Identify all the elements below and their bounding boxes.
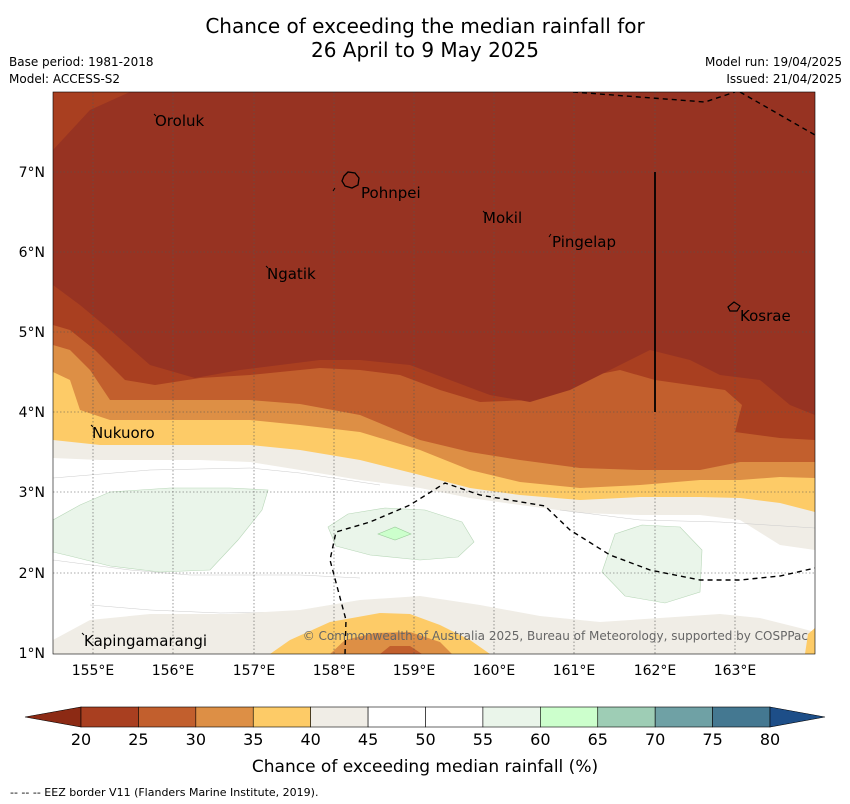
lat-tick-label: 5°N [19,325,45,341]
colorbar-swatch [540,706,599,728]
band-below-20 [53,92,815,415]
place-label-pingelap: Pingelap [552,233,616,251]
map-area: Oroluk Pohnpei Mokil Pingelap Ngatik Kos… [53,92,815,654]
lat-tick-label: 1°N [19,646,45,662]
lon-tick-label: 162°E [634,663,677,679]
lat-tick-label: 2°N [19,566,45,582]
lon-tick-label: 158°E [313,663,356,679]
lon-tick-label: 159°E [393,663,436,679]
kapingamarangi-atoll-icon [81,632,85,636]
light-green-patch [377,526,412,541]
oroluk-atoll-icon [153,113,157,117]
kosrae-island-icon [727,301,741,312]
place-label-ngatik: Ngatik [267,265,316,283]
colorbar-tick-label: 65 [588,730,608,749]
colorbar-high-extension [769,706,826,728]
lon-ticks: 155°E 156°E 157°E 158°E 159°E 160°E 161°… [72,663,757,679]
colorbar-tick-label: 70 [645,730,665,749]
meta-left: Base period: 1981-2018 Model: ACCESS-S2 [9,54,154,88]
eez-border-northeast [739,92,815,136]
lon-tick-label: 155°E [72,663,115,679]
place-label-nukuoro: Nukuoro [92,424,155,442]
colorbar-swatch [425,706,484,728]
place-label-pohnpei: Pohnpei [361,184,421,202]
colorbar-swatches [80,706,771,728]
colorbar-tick-label: 75 [702,730,722,749]
colorbar-swatch [310,706,369,728]
model-text: Model: ACCESS-S2 [9,72,121,86]
mokil-atoll-icon [482,210,486,214]
colorbar-low-extension [24,706,82,728]
nukuoro-atoll-icon [90,424,94,428]
map-title-line-2: 26 April to 9 May 2025 [311,38,539,62]
colorbar-swatch [712,706,771,728]
colorbar-swatch [252,706,311,728]
colorbar-swatch [138,706,197,728]
colorbar-swatch [597,706,656,728]
colorbar-tick-label: 80 [760,730,780,749]
lon-tick-label: 161°E [553,663,596,679]
bottom-band-30-35 [330,632,452,654]
colorbar-swatch [195,706,254,728]
bottom-right-yellow [805,628,815,654]
colorbar-swatch [654,706,713,728]
issued-text: Issued: 21/04/2025 [726,72,842,86]
colorbar-tick-label: 40 [300,730,320,749]
place-label-kapingamarangi: Kapingamarangi [84,632,207,650]
colorbar-swatch [80,706,139,728]
colorbar-tick-label: 35 [243,730,263,749]
model-run-text: Model run: 19/04/2025 [704,55,842,69]
place-label-mokil: Mokil [483,209,522,227]
eez-border-south [329,482,815,654]
lon-tick-label: 156°E [152,663,195,679]
colorbar-tick-label: 50 [415,730,435,749]
lon-tick-label: 160°E [473,663,516,679]
colorbar-tick-label: 55 [473,730,493,749]
place-label-kosrae: Kosrae [740,307,791,325]
colorbar-tick-label: 20 [71,730,91,749]
map-frame [52,91,816,655]
lon-tick-label: 157°E [233,663,276,679]
lat-ticks: 7°N 6°N 5°N 4°N 3°N 2°N 1°N [19,165,45,662]
contour-line-a [53,467,381,486]
pingelap-atoll-icon [548,233,552,238]
colorbar-tick-label: 30 [186,730,206,749]
ngatik-atoll-icon [265,265,269,269]
map-title-line-1: Chance of exceeding the median rainfall … [205,14,645,38]
colorbar-swatch [482,706,541,728]
base-period-text: Base period: 1981-2018 [9,55,154,69]
colorbar-label: Chance of exceeding median rainfall (%) [252,757,598,777]
colorbar-tick-label: 25 [128,730,148,749]
colorbar-tick-label: 45 [358,730,378,749]
lat-tick-label: 7°N [19,165,45,181]
colorbar-tick-label: 60 [530,730,550,749]
lat-tick-label: 4°N [19,405,45,421]
contour-line-c [559,509,815,529]
lat-tick-label: 3°N [19,485,45,501]
eez-borders [329,92,815,654]
green-patch-west [53,487,269,573]
colorbar-swatch [367,706,426,728]
ant-atoll-icon [332,187,336,192]
lat-tick-label: 6°N [19,245,45,261]
eez-border-north [572,92,736,103]
copyright-text: © Commonwealth of Australia 2025, Bureau… [303,629,808,643]
bottom-band-25-30 [380,646,422,654]
place-label-oroluk: Oroluk [155,112,204,130]
lon-tick-label: 163°E [714,663,757,679]
eez-footer-note: -- -- -- EEZ border V11 (Flanders Marine… [10,786,319,799]
meta-right: Model run: 19/04/2025 Issued: 21/04/2025 [705,54,842,88]
green-patch-east [601,524,703,604]
contour-line-b [53,559,361,579]
pohnpei-island-icon [341,171,360,189]
colorbar-ticks: 20 25 30 35 40 45 50 55 60 65 70 75 80 [71,730,780,749]
colorbar: 20 25 30 35 40 45 50 55 60 65 70 75 80 [24,706,826,749]
